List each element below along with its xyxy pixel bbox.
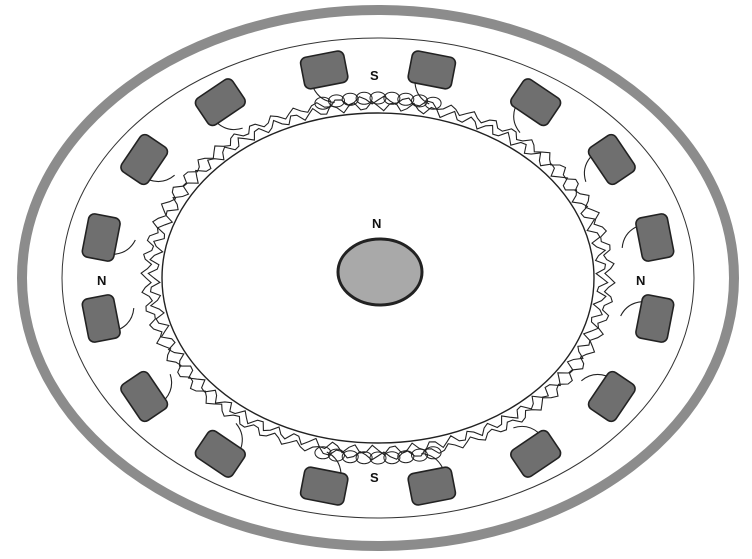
stator-coil: [620, 294, 675, 343]
stator-coil: [407, 452, 457, 506]
stator-coil: [510, 78, 562, 133]
stator-coil: [621, 213, 675, 262]
end-turn-loop: [369, 91, 387, 105]
end-turn-loop: [383, 451, 401, 465]
stator-coil: [299, 451, 349, 506]
end-turn-loop: [369, 451, 387, 465]
end-turn-loop: [355, 91, 373, 105]
winding-band: [140, 95, 616, 461]
stator-coil: [581, 370, 636, 423]
end-turn-loop: [341, 450, 359, 464]
windings-group: [140, 91, 616, 465]
rotor: [336, 237, 424, 307]
stator-coil: [407, 50, 457, 105]
stator-coil: [81, 213, 136, 262]
end-turn-loop: [314, 96, 332, 110]
label-right-pole: N: [636, 273, 645, 288]
label-left-pole: N: [97, 273, 106, 288]
end-turn-loop: [314, 446, 332, 460]
stator-coil: [299, 50, 349, 104]
coils-group: [81, 50, 675, 506]
outer-frame-ring: [17, 5, 739, 551]
end-turn-loop: [424, 96, 442, 110]
label-bottom-pole: S: [370, 470, 379, 485]
label-top-pole: S: [370, 68, 379, 83]
stator-coil: [120, 133, 175, 186]
end-turn-loop: [424, 446, 442, 460]
end-turn-loop: [411, 94, 428, 108]
stator-coil: [194, 423, 246, 478]
end-turn-loop: [328, 448, 345, 462]
stator-bore: [161, 112, 595, 444]
stator-coil: [81, 294, 135, 343]
end-turn-loop: [341, 92, 359, 106]
end-turn-loop: [397, 450, 415, 464]
label-rotor-pole: N: [372, 216, 381, 231]
winding-band: [147, 100, 609, 456]
end-turn-loop: [383, 91, 401, 105]
stator-coil: [510, 425, 562, 478]
stator-coil: [120, 370, 173, 423]
end-turn-loop: [397, 92, 415, 106]
stator-coil: [194, 78, 246, 131]
stator-coil: [583, 133, 636, 186]
end-turn-loop: [355, 451, 373, 465]
stator-outline: [61, 37, 695, 519]
